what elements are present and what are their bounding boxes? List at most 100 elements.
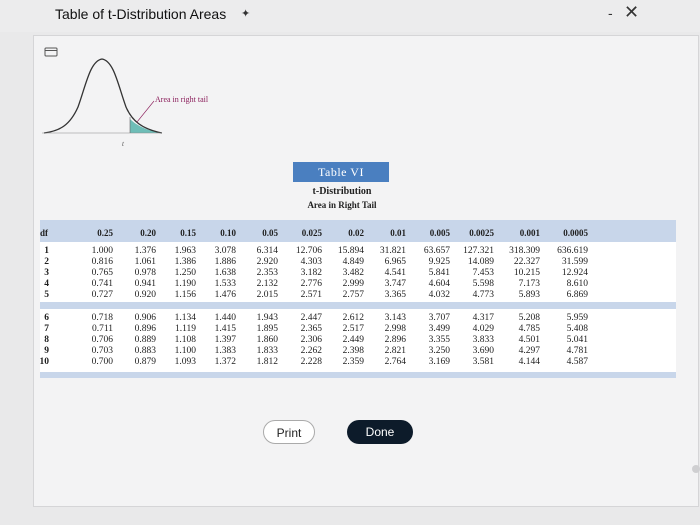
- table-cell: 0.896: [134, 324, 156, 334]
- column-header: 0.01: [390, 228, 406, 238]
- t-axis-label: t: [122, 140, 124, 148]
- table-cell: 1.440: [214, 313, 236, 323]
- table-cell: 2.757: [342, 290, 364, 300]
- table-cell: 4.029: [472, 324, 494, 334]
- table-cell: 1.119: [174, 324, 196, 334]
- table-cell: 2.132: [256, 279, 278, 289]
- column-header: 0.025: [301, 228, 322, 238]
- column-header: 0.005: [429, 228, 450, 238]
- table-cell: 1.476: [214, 290, 236, 300]
- table-cell: 4.541: [384, 268, 406, 278]
- table-cell: 0.978: [134, 268, 156, 278]
- row-band-6-10: [40, 309, 676, 372]
- df-value: 10: [39, 357, 50, 367]
- table-cell: 0.711: [91, 324, 113, 334]
- table-cell: 0.727: [91, 290, 113, 300]
- table-cell: 12.924: [561, 268, 588, 278]
- table-cell: 2.447: [300, 313, 322, 323]
- table-cell: 3.078: [214, 246, 236, 256]
- table-cell: 22.327: [513, 257, 540, 267]
- minimize-button[interactable]: -: [608, 5, 613, 21]
- table-cell: 1.638: [214, 268, 236, 278]
- table-cell: 1.833: [256, 346, 278, 356]
- table-cell: 1.190: [174, 279, 196, 289]
- column-header: 0.20: [140, 228, 156, 238]
- table-cell: 4.144: [518, 357, 540, 367]
- df-value: 5: [44, 290, 49, 300]
- column-header: 0.10: [220, 228, 236, 238]
- table-cell: 4.303: [300, 257, 322, 267]
- table-cell: 4.849: [342, 257, 364, 267]
- table-cell: 1.386: [174, 257, 196, 267]
- table-cell: 3.169: [428, 357, 450, 367]
- df-value: 7: [44, 324, 49, 334]
- table-cell: 1.134: [174, 313, 196, 323]
- table-cell: 5.959: [566, 313, 588, 323]
- table-cell: 2.365: [300, 324, 322, 334]
- table-cell: 5.208: [518, 313, 540, 323]
- table-cell: 1.372: [214, 357, 236, 367]
- table-cell: 3.747: [384, 279, 406, 289]
- table-cell: 4.773: [472, 290, 494, 300]
- dock-icon[interactable]: [44, 47, 58, 57]
- table-cell: 0.703: [91, 346, 113, 356]
- table-cell: 5.408: [566, 324, 588, 334]
- table-cell: 5.893: [518, 290, 540, 300]
- table-cell: 1.000: [91, 246, 113, 256]
- table-cell: 2.353: [256, 268, 278, 278]
- table-cell: 1.156: [174, 290, 196, 300]
- table-cell: 0.718: [91, 313, 113, 323]
- table-cell: 3.250: [428, 346, 450, 356]
- table-title: Table VI: [293, 162, 389, 182]
- column-header: 0.15: [180, 228, 196, 238]
- table-cell: 1.093: [174, 357, 196, 367]
- table-cell: 12.706: [295, 246, 322, 256]
- table-cell: 0.906: [134, 313, 156, 323]
- df-value: 6: [44, 313, 49, 323]
- table-cell: 2.449: [342, 335, 364, 345]
- table-cell: 4.032: [428, 290, 450, 300]
- table-cell: 1.376: [134, 246, 156, 256]
- print-button[interactable]: Print: [263, 420, 315, 444]
- table-cell: 6.965: [384, 257, 406, 267]
- table-cell: 1.108: [174, 335, 196, 345]
- table-subtitle: t-Distribution: [312, 186, 372, 197]
- table-cell: 0.941: [134, 279, 156, 289]
- table-cell: 1.860: [256, 335, 278, 345]
- table-cell: 2.920: [256, 257, 278, 267]
- df-header: df: [40, 228, 49, 238]
- table-cell: 0.889: [134, 335, 156, 345]
- table-cell: 6.869: [566, 290, 588, 300]
- df-value: 9: [44, 346, 49, 356]
- df-value: 3: [44, 268, 49, 278]
- done-button[interactable]: Done: [347, 420, 413, 444]
- table-cell: 1.383: [214, 346, 236, 356]
- close-button[interactable]: ✕: [624, 2, 640, 22]
- table-cell: 2.359: [342, 357, 364, 367]
- table-cell: 1.963: [174, 246, 196, 256]
- table-cell: 3.707: [428, 313, 450, 323]
- table-cell: 1.250: [174, 268, 196, 278]
- table-cell: 31.821: [379, 246, 406, 256]
- table-cell: 4.297: [518, 346, 540, 356]
- table-cell: 15.894: [337, 246, 364, 256]
- right-tail-area: [130, 119, 162, 133]
- table-cell: 5.598: [472, 279, 494, 289]
- table-cell: 3.143: [384, 313, 406, 323]
- df-value: 8: [44, 335, 49, 345]
- t-curve: [43, 58, 162, 134]
- table-cell: 4.317: [472, 313, 494, 323]
- table-cell: 4.587: [566, 357, 588, 367]
- table-cell: 3.690: [472, 346, 494, 356]
- table-cell: 2.999: [342, 279, 364, 289]
- table-cell: 2.306: [300, 335, 322, 345]
- table-cell: 1.061: [134, 257, 156, 267]
- table-cell: 2.228: [300, 357, 322, 367]
- pin-icon[interactable]: ✦: [241, 8, 251, 20]
- column-header: 0.0005: [563, 228, 588, 238]
- table-cell: 63.657: [423, 246, 450, 256]
- column-header: 0.02: [348, 228, 364, 238]
- table-cell: 0.765: [91, 268, 113, 278]
- table-cell: 1.100: [174, 346, 196, 356]
- table-cell: 4.604: [428, 279, 450, 289]
